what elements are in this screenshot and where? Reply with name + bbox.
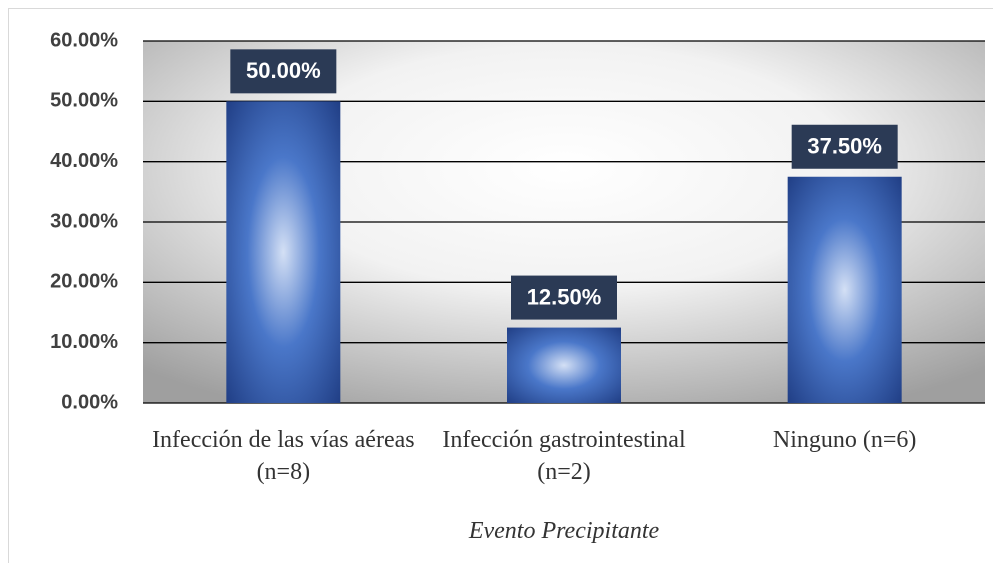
x-tick-label: Ninguno (n=6) — [772, 427, 917, 453]
data-label: 50.00% — [246, 58, 321, 83]
y-tick-label: 40.00% — [50, 150, 118, 172]
bar — [507, 327, 621, 403]
data-label: 12.50% — [527, 284, 602, 309]
y-tick-label: 60.00% — [50, 29, 118, 51]
y-tick-label: 10.00% — [50, 331, 118, 353]
x-tick-label: Infección de las vías aéreas (n=8) — [152, 427, 415, 485]
y-tick-label: 30.00% — [50, 210, 118, 232]
chart-frame — [8, 8, 993, 563]
bar — [226, 101, 341, 403]
bar — [787, 176, 902, 403]
y-tick-label: 0.00% — [61, 391, 118, 413]
data-label-box — [511, 275, 617, 320]
y-tick-label: 50.00% — [50, 90, 118, 112]
data-label-box — [791, 124, 898, 169]
x-axis-title: Evento Precipitante — [468, 518, 660, 544]
data-label-box — [230, 49, 337, 94]
data-label: 37.50% — [807, 134, 882, 159]
x-tick-label: Infección gastrointestinal (n=2) — [442, 427, 686, 485]
y-tick-label: 20.00% — [50, 271, 118, 293]
